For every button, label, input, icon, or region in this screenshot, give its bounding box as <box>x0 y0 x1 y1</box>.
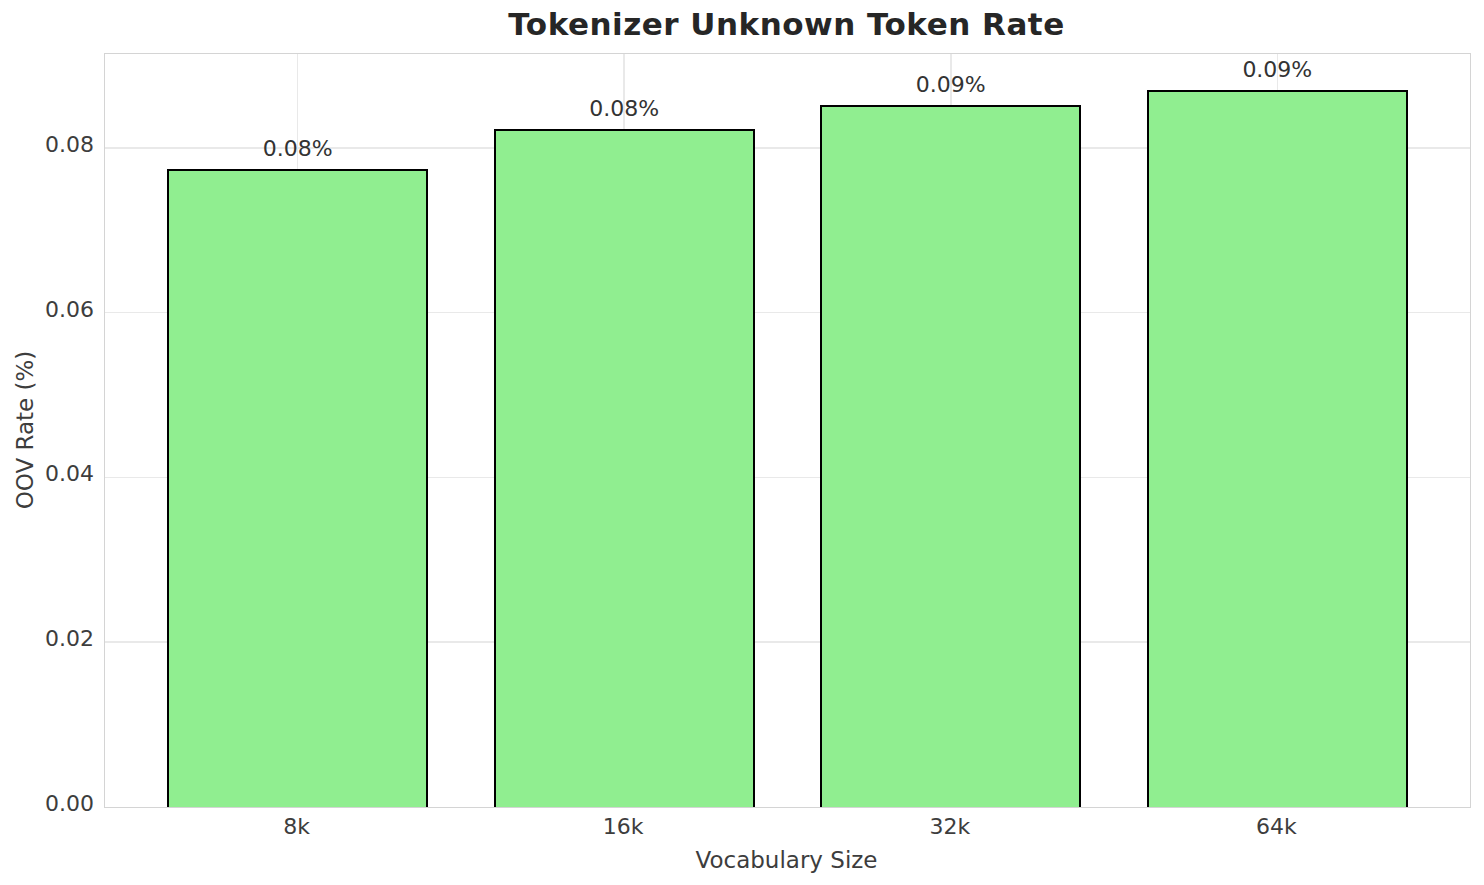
chart-title: Tokenizer Unknown Token Rate <box>104 6 1469 42</box>
y-tick-label: 0.00 <box>0 791 94 816</box>
bar-value-label: 0.09% <box>851 72 1051 97</box>
figure: Tokenizer Unknown Token Rate OOV Rate (%… <box>0 0 1484 885</box>
y-tick-label: 0.02 <box>0 626 94 651</box>
bar-value-label: 0.09% <box>1177 57 1377 82</box>
bar-value-label: 0.08% <box>198 136 398 161</box>
bar-16k <box>494 129 755 807</box>
bar-64k <box>1147 90 1408 807</box>
x-tick-label-16k: 16k <box>523 814 723 839</box>
bar-32k <box>820 105 1081 807</box>
bar-8k <box>167 169 428 807</box>
x-tick-label-32k: 32k <box>850 814 1050 839</box>
x-tick-label-64k: 64k <box>1176 814 1376 839</box>
plot-area: 0.08% 0.08% 0.09% 0.09% <box>104 53 1471 808</box>
y-axis-tick-labels: 0.000.020.040.060.08 <box>0 53 94 806</box>
x-tick-label-8k: 8k <box>197 814 397 839</box>
bar-value-label: 0.08% <box>524 96 724 121</box>
x-axis-label: Vocabulary Size <box>104 847 1469 873</box>
y-tick-label: 0.08 <box>0 132 94 157</box>
y-tick-label: 0.06 <box>0 297 94 322</box>
y-tick-label: 0.04 <box>0 461 94 486</box>
